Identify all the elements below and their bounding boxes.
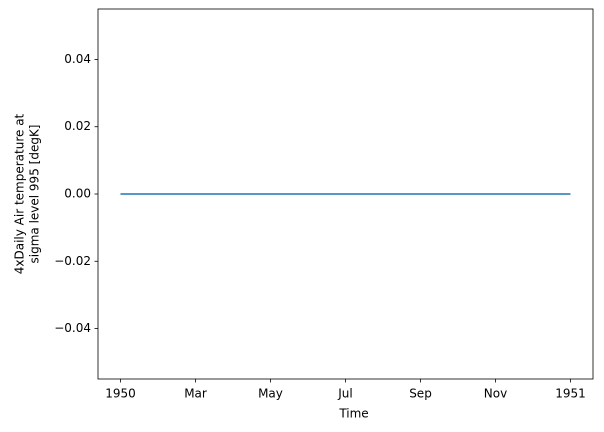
x-tick-label: 1950	[105, 387, 136, 401]
y-tick-label: −0.02	[54, 254, 91, 268]
x-tick-label: May	[258, 387, 283, 401]
y-tick-label: 0.04	[64, 52, 91, 66]
x-tick-label: Jul	[337, 387, 352, 401]
x-axis-label: Time	[338, 407, 368, 421]
y-tick-label: −0.04	[54, 321, 91, 335]
x-tick-label: Nov	[484, 387, 507, 401]
x-tick-label: Mar	[184, 387, 207, 401]
y-axis-label: 4xDaily Air temperature at	[13, 113, 27, 274]
y-axis-label: sigma level 995 [degK]	[28, 125, 42, 264]
y-tick-label: 0.02	[64, 119, 91, 133]
axes-frame	[97, 8, 594, 380]
x-tick-label: Sep	[409, 387, 432, 401]
x-tick-label: 1951	[555, 387, 586, 401]
y-tick-label: 0.00	[64, 187, 91, 201]
